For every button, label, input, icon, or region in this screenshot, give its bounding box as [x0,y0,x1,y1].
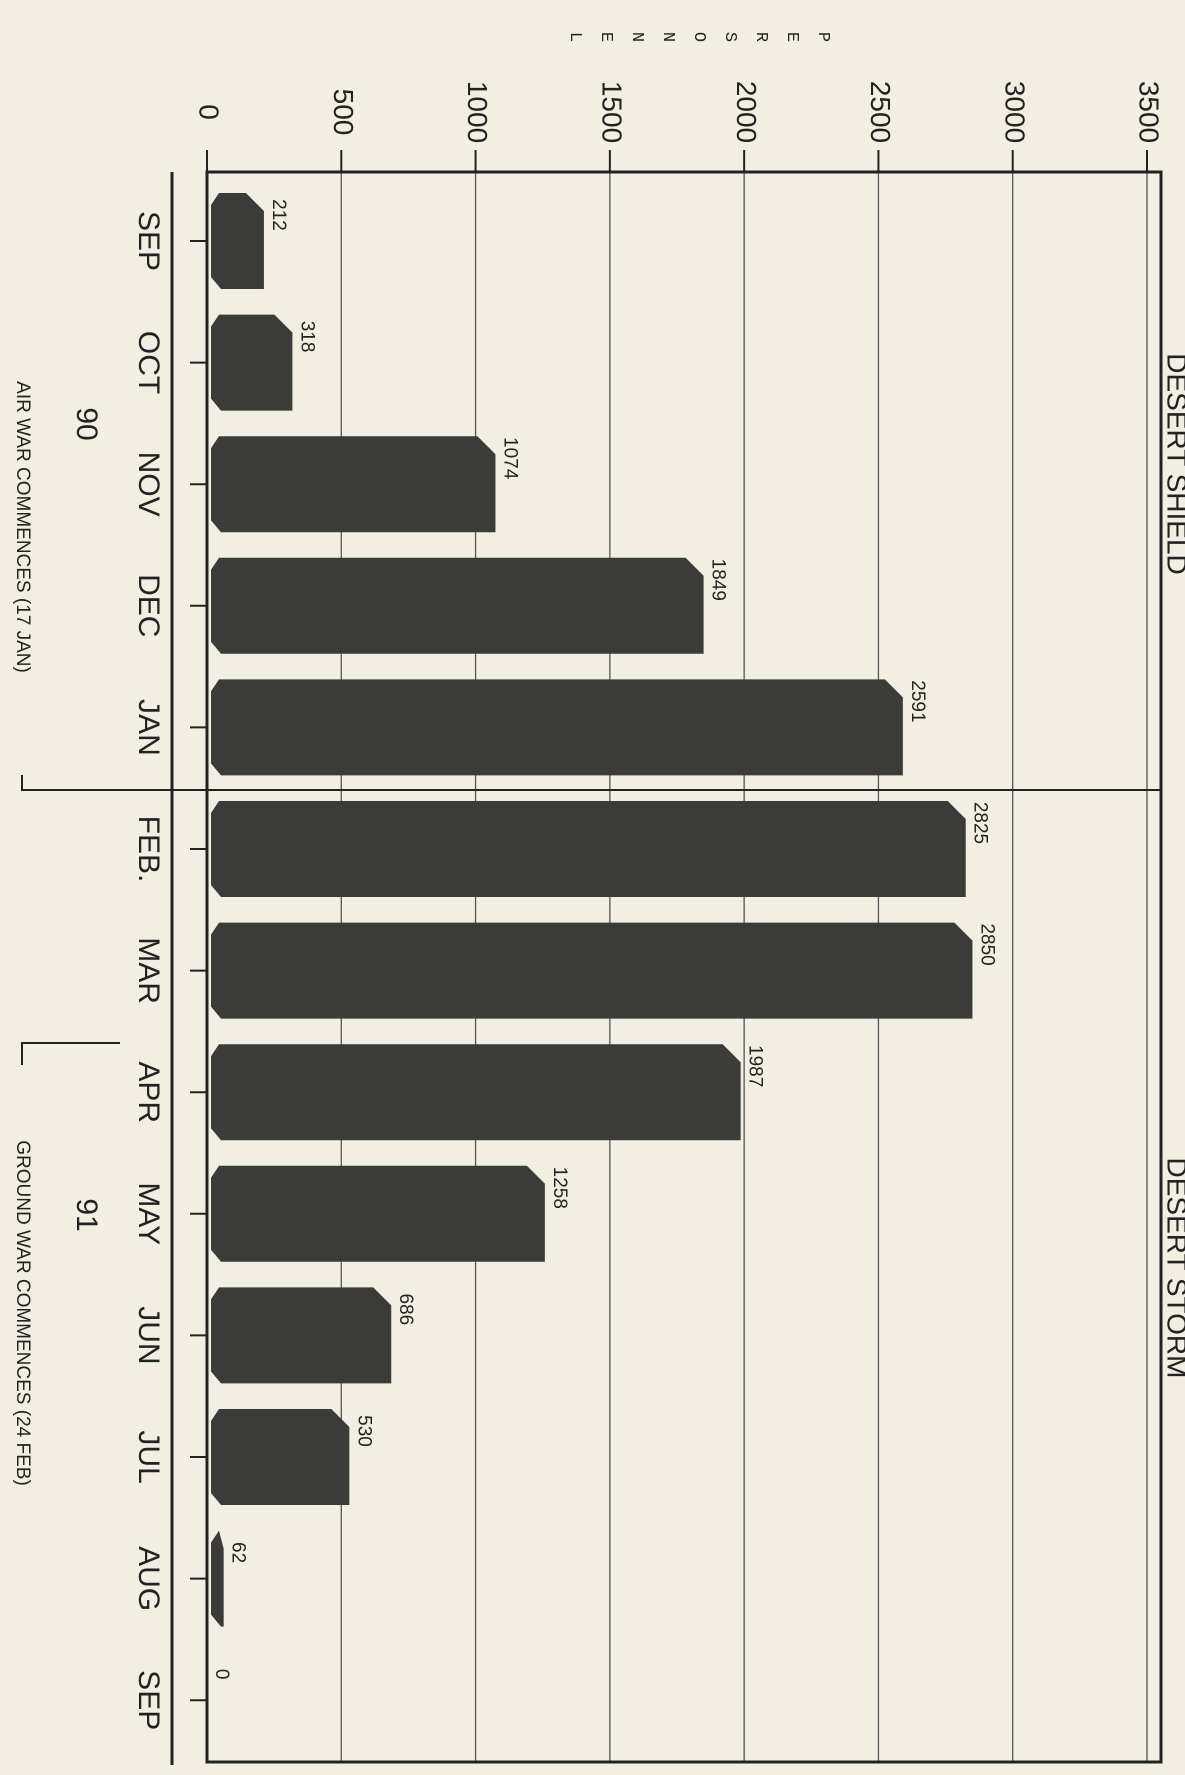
data-label: 1987 [745,1045,766,1087]
panel-title: DESERT SHIELD [1162,353,1185,574]
bar [211,1044,741,1140]
bar [211,679,903,775]
data-label: 62 [228,1542,249,1563]
x-tick-label: JAN [132,699,165,756]
x-tick-label: OCT [132,331,165,394]
x-tick-label: SEP [132,1670,165,1730]
data-label: 1849 [708,559,729,601]
bar [211,558,704,654]
bar [211,315,292,411]
x-tick-label: FEB. [132,816,165,883]
bar [211,193,264,289]
data-label: 0 [211,1669,232,1680]
y-tick-label: 3500 [1134,81,1165,143]
data-label: 530 [353,1415,374,1447]
x-tick-label: JUN [132,1306,165,1364]
bar [211,1531,224,1627]
x-tick-label: MAY [132,1182,165,1245]
data-label: 2825 [970,802,991,844]
data-label: 318 [296,321,317,353]
y-tick-label: 0 [194,104,225,120]
data-label: 1258 [549,1167,570,1209]
y-tick-label: 2000 [731,81,762,143]
panel-title: DESERT STORM [1162,1158,1185,1379]
data-label: 686 [395,1294,416,1326]
x-tick-label: APR [132,1061,165,1123]
bar [211,801,966,897]
y-tick-label: 3000 [999,81,1030,143]
x-tick-label: SEP [132,211,165,271]
x-tick-label: JUL [132,1430,165,1483]
year-label: 90 [70,407,103,440]
bar [211,1166,545,1262]
data-label: 2850 [976,923,997,965]
y-tick-label: 2500 [865,81,896,143]
y-tick-label: 500 [328,89,359,136]
x-tick-label: NOV [132,452,165,517]
bar [211,436,495,532]
axis-label: PERSONNEL [553,28,832,47]
data-label: 2591 [907,680,928,722]
bar [211,1287,391,1383]
x-tick-label: DEC [132,574,165,637]
chart: DESERT SHIELD DESERT STORM PERSONNEL 90 … [0,0,1185,1775]
year-label: 91 [70,1198,103,1231]
y-tick-label: 1500 [596,81,627,143]
x-tick-label: AUG [132,1546,165,1611]
y-tick-label: 1000 [462,81,493,143]
data-label: 1074 [499,437,520,480]
x-tick-label: MAR [132,937,165,1004]
bar [211,923,972,1019]
annotation: AIR WAR COMMENCES (17 JAN) [12,381,33,673]
annotation: GROUND WAR COMMENCES (24 FEB) [12,1140,33,1486]
data-label: 212 [268,199,289,231]
bar [211,1409,349,1505]
